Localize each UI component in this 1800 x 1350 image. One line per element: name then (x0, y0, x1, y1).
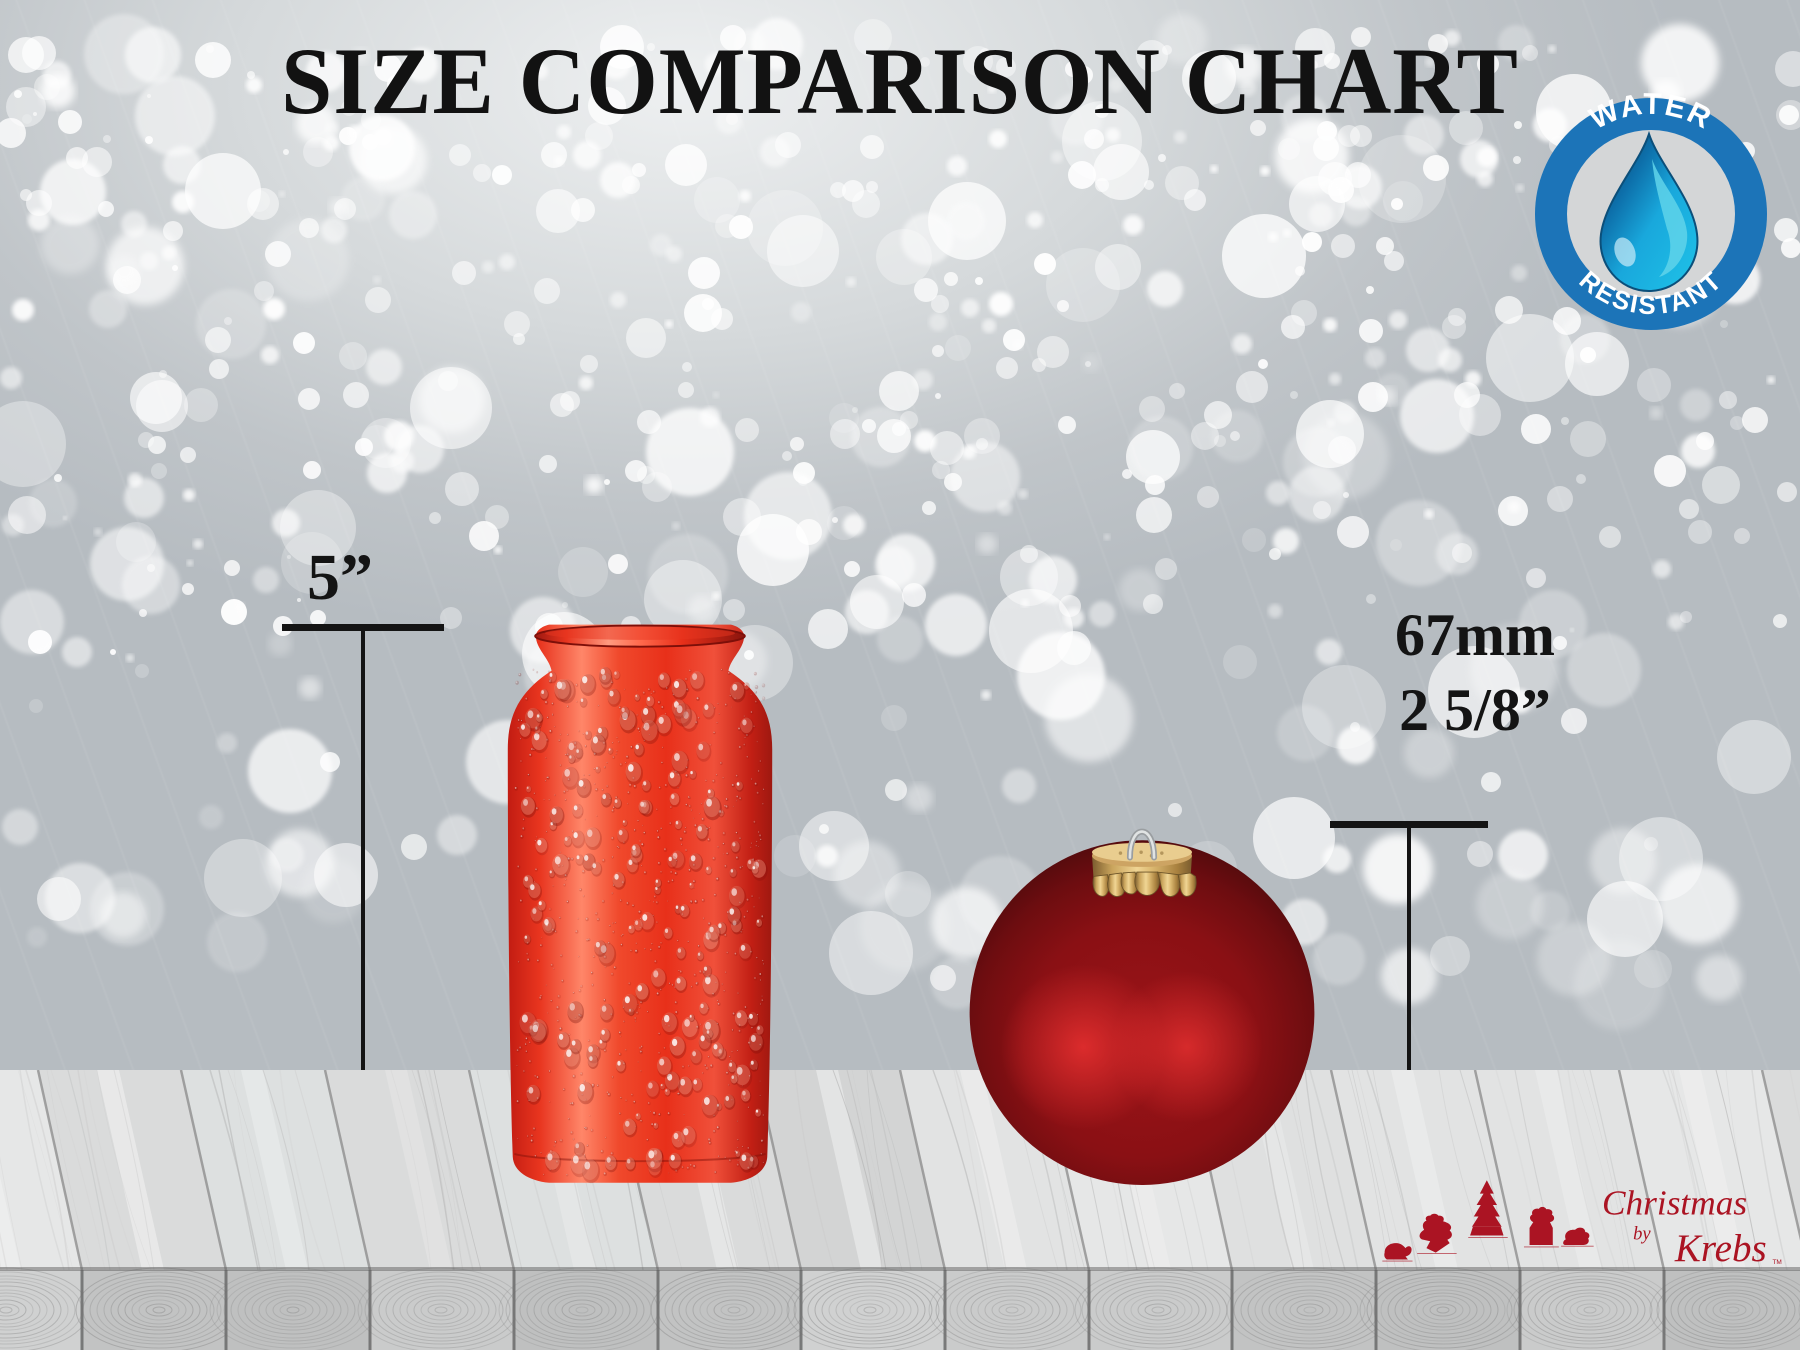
svg-text:TM: TM (1772, 1259, 1781, 1266)
svg-text:by: by (1633, 1223, 1651, 1244)
svg-text:Christmas: Christmas (1602, 1184, 1747, 1223)
svg-text:Krebs: Krebs (1674, 1227, 1767, 1270)
